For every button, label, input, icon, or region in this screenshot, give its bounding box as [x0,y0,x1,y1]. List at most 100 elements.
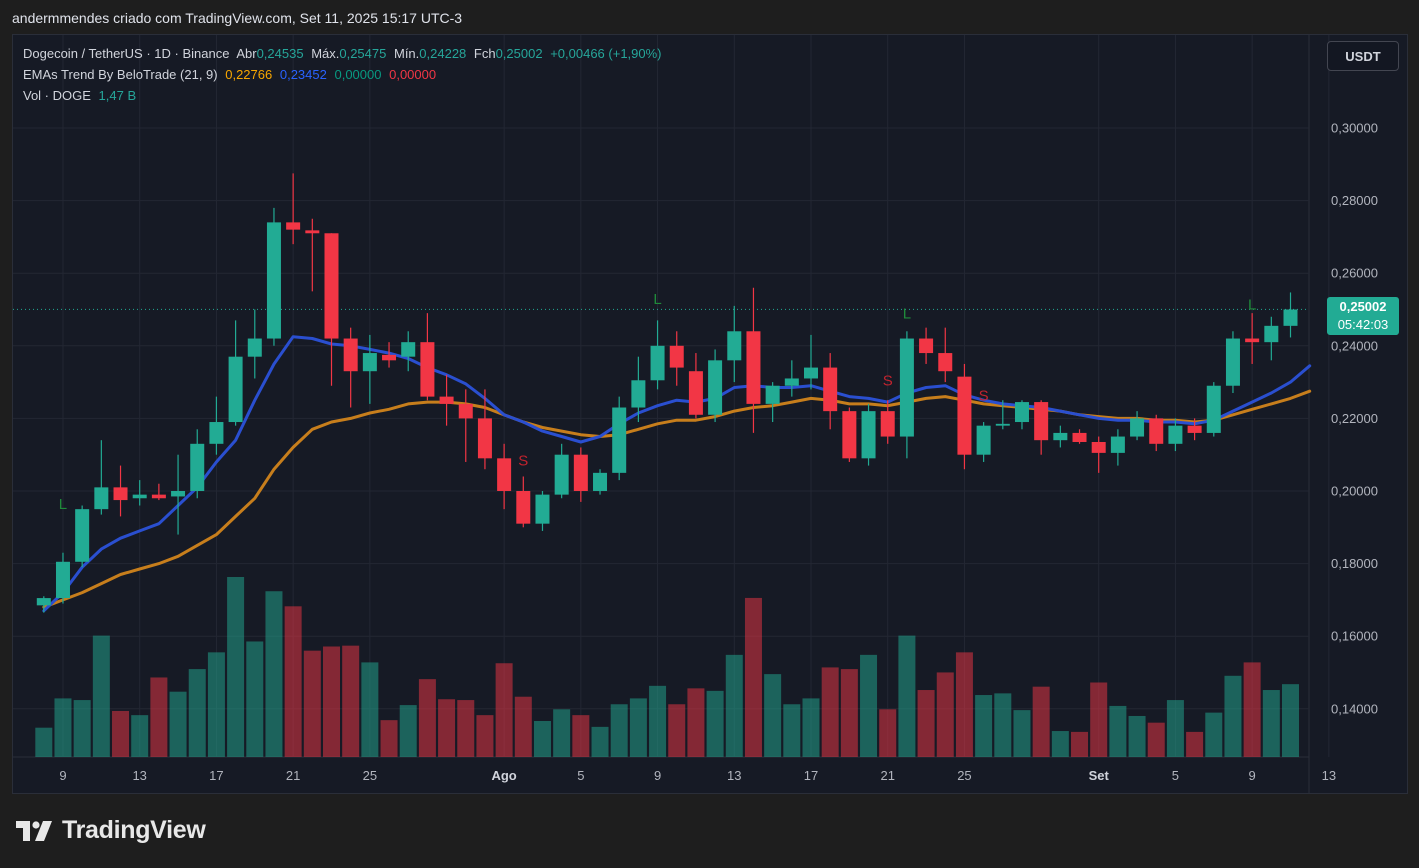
volume-bar [54,698,72,757]
volume-bar [840,669,858,757]
volume-bar [610,704,628,757]
candle [708,349,723,423]
candle [631,356,646,423]
volume-bar [323,646,340,757]
candle-body [919,338,934,354]
last-price-tag: 0,25002 05:42:03 [1327,297,1399,336]
chart-pane[interactable]: L S L L S S L 0,30000 0,28000 0,26000 0,24000 0,22… [12,34,1408,794]
candle [1014,400,1029,430]
volume-bar [860,654,878,757]
candle [171,454,186,535]
candle [554,443,569,499]
candle [938,327,953,383]
x-tick-label: 17 [804,768,818,783]
candle-body [36,598,51,606]
volume-bar [303,650,321,757]
candle [55,552,70,604]
y-tick-label: 0,22000 [1331,411,1378,426]
y-tick-label: 0,20000 [1331,484,1378,499]
candle-body [535,494,550,524]
candle [420,313,435,401]
candle-body [804,367,818,379]
candle-body [593,472,608,491]
tradingview-logo[interactable]: TradingView [16,816,206,845]
candle [266,207,281,346]
volume-bar [380,720,398,757]
close-label: Fch [473,46,496,61]
x-tick-label: 25 [363,768,377,783]
candle [151,483,166,501]
candlestick-chart[interactable]: L S L L S S L 0,30000 0,28000 0,26000 0,24000 0,22… [13,35,1407,793]
candle-body [861,411,876,459]
volume-bar [131,715,149,757]
volume-bar [1262,690,1280,757]
volume-bar [284,606,302,757]
legend-ohlc[interactable]: Dogecoin / TetherUS · 1D · Binance Abr0,… [23,46,666,61]
candle-body [439,396,454,404]
volume-bar [35,727,53,757]
candle [286,173,301,245]
candle [535,491,550,531]
ema-value-3: 0,00000 [334,67,382,82]
volume-label[interactable]: Vol · DOGE [23,88,91,103]
candle [746,287,761,433]
candle-body [554,454,569,495]
candle-body [266,222,281,339]
y-tick-label: 0,16000 [1331,629,1378,644]
candle [861,403,876,466]
tradingview-logo-icon [16,820,52,841]
candle-body [1283,309,1298,326]
currency-button[interactable]: USDT [1327,41,1399,71]
candle-body [688,371,703,415]
x-tick-label: Set [1089,768,1110,783]
candle [823,353,838,430]
candle [880,400,895,444]
volume-bar [1071,731,1089,757]
volume-bar [898,635,916,757]
long-signal-label: L [1248,297,1256,314]
legend-volume[interactable]: Vol · DOGE 1,47 B [23,88,140,103]
y-tick-label: 0,28000 [1331,193,1378,208]
ema-indicator-name[interactable]: EMAs Trend By BeloTrade (21, 9) [23,67,218,82]
legend-ema[interactable]: EMAs Trend By BeloTrade (21, 9) 0,22766 … [23,67,440,82]
candle [1130,411,1145,441]
candle [669,331,684,386]
volume-bar [706,690,724,757]
candle [1091,436,1106,473]
candle [382,342,397,368]
candle [1053,425,1068,448]
volume-bar [342,645,360,757]
candle [190,429,205,499]
volume-bar [917,690,935,757]
candle [842,407,857,462]
volume-bar [553,709,571,757]
close-value: 0,25002 [495,46,543,61]
volume-bar [764,674,782,757]
candle-body [612,407,627,473]
x-tick-label: 21 [880,768,894,783]
volume-bar [629,698,647,757]
time-axis: 9 13 17 21 25 Ago 5 9 13 17 21 25 Set 5 9 13 [59,768,1336,783]
volume-bars [35,577,1299,757]
candle [1034,400,1049,455]
symbol-name[interactable]: Dogecoin / TetherUS · 1D · Binance [23,46,230,61]
candle-body [247,338,262,357]
candle-body [75,509,90,562]
volume-bar [1032,686,1050,757]
ema-slow-line [42,389,1312,609]
candle-body [938,353,953,372]
open-value: 0,24535 [256,46,304,61]
candle [1245,313,1260,364]
candle-body [171,491,186,497]
candle-body [1149,418,1164,444]
candle [228,320,243,426]
candle-body [55,561,70,599]
candle [36,596,51,613]
candle-body [765,385,780,404]
candle [324,233,339,386]
volume-bar [112,710,130,757]
long-signal-label: L [59,496,67,513]
volume-bar [1205,712,1223,757]
candle [727,305,742,383]
volume-bar [1090,682,1108,757]
